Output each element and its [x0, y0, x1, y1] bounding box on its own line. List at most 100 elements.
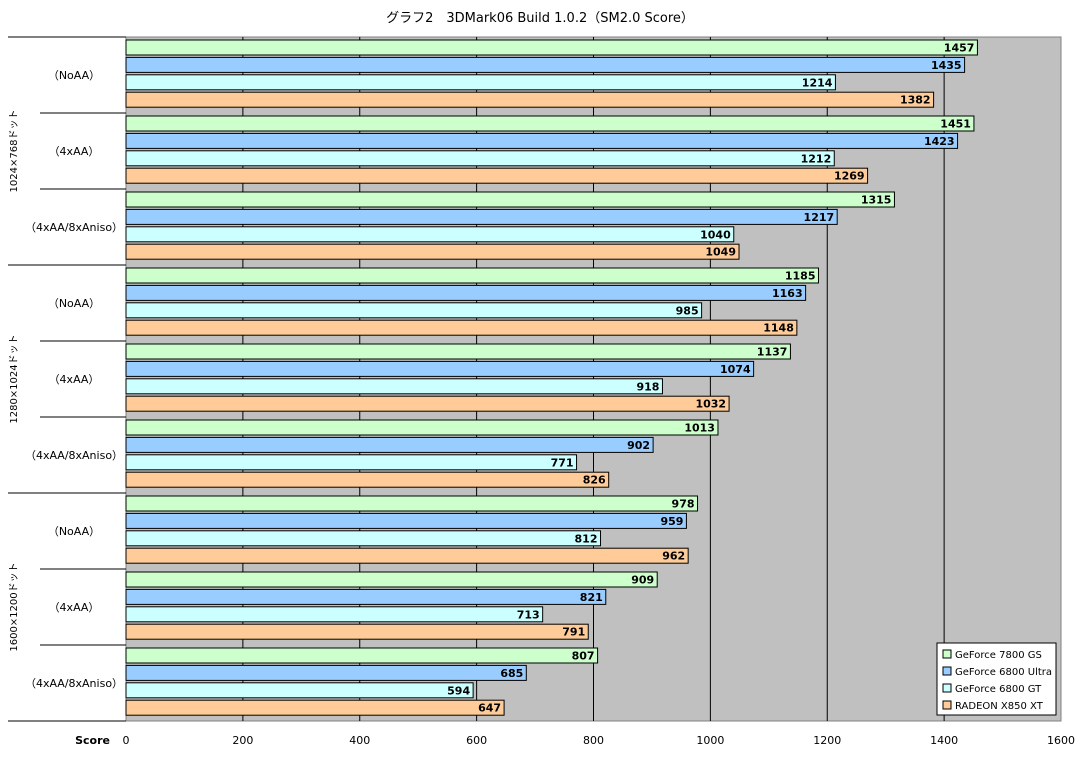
x-tick-label: 600 [466, 734, 487, 747]
x-tick-label: 200 [232, 734, 253, 747]
data-label: 771 [551, 456, 574, 469]
bar [125, 91, 935, 108]
bar [125, 191, 895, 208]
data-label: 807 [572, 650, 595, 663]
bar [125, 395, 730, 412]
data-label: 1315 [861, 194, 892, 207]
data-label: 1435 [931, 59, 962, 72]
data-label: 1148 [763, 322, 794, 335]
bar [125, 343, 791, 360]
x-tick-label: 1400 [930, 734, 958, 747]
group-label: 1024×768ドット [9, 110, 20, 193]
bar [125, 471, 610, 488]
group-label: 1280×1024ドット [9, 334, 20, 423]
x-axis: Score 0 200 400 600 800 1000 1200 1400 1600 [75, 734, 1075, 747]
data-label: 1423 [924, 135, 955, 148]
bar [125, 115, 975, 132]
data-label: 1185 [785, 270, 816, 283]
subcategory-label: （4xAA/8xAniso） [25, 221, 123, 234]
x-tick-label: 1200 [813, 734, 841, 747]
data-label: 1040 [700, 228, 731, 241]
legend-entry: GeForce 6800 Ultra [955, 667, 1052, 678]
bar [125, 150, 835, 167]
bar [125, 571, 658, 588]
data-label: 1214 [802, 76, 833, 89]
data-label: 1032 [695, 398, 726, 411]
bar [125, 530, 602, 547]
data-label: 647 [478, 702, 501, 715]
bar [125, 302, 703, 319]
legend: GeForce 7800 GS GeForce 6800 Ultra GeForce… [936, 642, 1057, 716]
bar [125, 699, 505, 716]
data-label: 985 [676, 304, 699, 317]
data-label: 1269 [834, 170, 865, 183]
data-label: 1217 [804, 211, 835, 224]
x-tick-label: 400 [349, 734, 370, 747]
bar [125, 623, 589, 640]
data-label: 594 [447, 684, 470, 697]
legend-swatch [942, 649, 952, 659]
bar [125, 419, 719, 436]
data-label: 1074 [720, 363, 751, 376]
data-label: 1457 [944, 42, 975, 55]
subcategory-label: （NoAA） [48, 69, 100, 82]
legend-swatch [942, 700, 952, 710]
subcategory-label: （4xAA） [49, 373, 100, 386]
legend-entry: GeForce 7800 GS [955, 650, 1042, 661]
data-label: 959 [660, 515, 683, 528]
data-label: 902 [627, 439, 650, 452]
bar [125, 682, 474, 699]
chart-title: グラフ2 3DMark06 Build 1.0.2（SM2.0 Score） [386, 11, 694, 26]
bar [125, 378, 663, 395]
data-label: 918 [636, 380, 659, 393]
bar [125, 39, 978, 56]
bar [125, 132, 959, 149]
subcategory-label: （4xAA/8xAniso） [25, 677, 123, 690]
bar [125, 243, 740, 260]
bar [125, 319, 798, 336]
data-label: 1013 [684, 422, 715, 435]
data-label: 1451 [940, 118, 971, 131]
data-label: 685 [500, 667, 523, 680]
x-tick-label: 1600 [1047, 734, 1075, 747]
subcategory-label: （NoAA） [48, 525, 100, 538]
x-tick-label: 800 [583, 734, 604, 747]
x-tick-label: 0 [123, 734, 130, 747]
bar [125, 267, 819, 284]
bar [125, 360, 755, 377]
data-label: 1212 [801, 152, 832, 165]
bar [125, 208, 838, 225]
legend-swatch [942, 666, 952, 676]
x-axis-label: Score [75, 734, 110, 747]
subcategory-label: （4xAA） [49, 601, 100, 614]
bar [125, 495, 699, 512]
legend-swatch [942, 683, 952, 693]
data-label: 1137 [757, 346, 788, 359]
legend-box [936, 642, 1057, 716]
data-label: 1382 [900, 94, 931, 107]
subcategory-label: （4xAA/8xAniso） [25, 449, 123, 462]
bar [125, 436, 654, 453]
x-tick-label: 1000 [696, 734, 724, 747]
bar [125, 588, 607, 605]
data-label: 1049 [705, 246, 736, 259]
legend-entry: RADEON X850 XT [955, 701, 1044, 712]
data-label: 791 [562, 626, 585, 639]
data-label: 978 [672, 498, 695, 511]
bar [125, 74, 836, 91]
bar [125, 606, 544, 623]
y-axis: （NoAA） （4xAA） （4xAA/8xAniso） 1024×768ドット （No… [8, 36, 126, 722]
subcategory-label: （NoAA） [48, 297, 100, 310]
bar [125, 56, 966, 73]
data-label: 962 [662, 550, 685, 563]
bar [125, 167, 869, 184]
data-label: 821 [580, 591, 603, 604]
bar [125, 664, 527, 681]
data-label: 1163 [772, 287, 803, 300]
bar [125, 512, 687, 529]
group-label: 1600×1200ドット [9, 562, 20, 651]
bar [125, 454, 578, 471]
bar [125, 547, 689, 564]
data-label: 713 [517, 608, 540, 621]
